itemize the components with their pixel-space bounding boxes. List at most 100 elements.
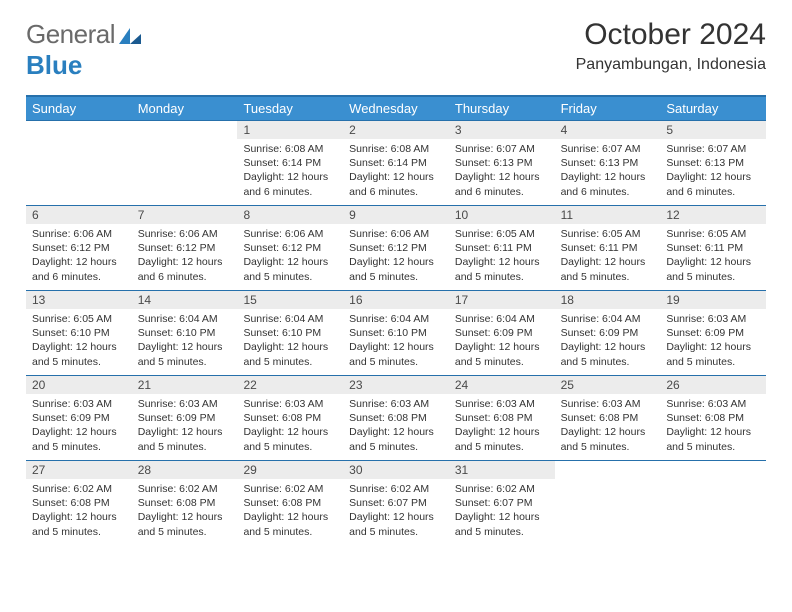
calendar-cell: 25Sunrise: 6:03 AMSunset: 6:08 PMDayligh…: [555, 376, 661, 460]
calendar-cell: 16Sunrise: 6:04 AMSunset: 6:10 PMDayligh…: [343, 291, 449, 375]
sunset-text: Sunset: 6:12 PM: [349, 241, 443, 255]
day-number: 3: [449, 121, 555, 139]
day-info: Sunrise: 6:07 AMSunset: 6:13 PMDaylight:…: [449, 139, 555, 199]
day-info: Sunrise: 6:07 AMSunset: 6:13 PMDaylight:…: [555, 139, 661, 199]
daylight-text: Daylight: 12 hours and 5 minutes.: [138, 425, 232, 453]
day-header: Sunday: [26, 97, 132, 120]
sunrise-text: Sunrise: 6:03 AM: [455, 397, 549, 411]
day-number: 15: [237, 291, 343, 309]
day-info: Sunrise: 6:02 AMSunset: 6:08 PMDaylight:…: [237, 479, 343, 539]
sunset-text: Sunset: 6:10 PM: [32, 326, 126, 340]
day-number: 18: [555, 291, 661, 309]
sunset-text: Sunset: 6:11 PM: [561, 241, 655, 255]
calendar-cell: 17Sunrise: 6:04 AMSunset: 6:09 PMDayligh…: [449, 291, 555, 375]
day-info: Sunrise: 6:05 AMSunset: 6:10 PMDaylight:…: [26, 309, 132, 369]
sunrise-text: Sunrise: 6:02 AM: [243, 482, 337, 496]
sunset-text: Sunset: 6:08 PM: [349, 411, 443, 425]
calendar-cell: 11Sunrise: 6:05 AMSunset: 6:11 PMDayligh…: [555, 206, 661, 290]
day-info: Sunrise: 6:06 AMSunset: 6:12 PMDaylight:…: [132, 224, 238, 284]
sunrise-text: Sunrise: 6:04 AM: [455, 312, 549, 326]
sunrise-text: Sunrise: 6:02 AM: [349, 482, 443, 496]
day-number: 19: [660, 291, 766, 309]
calendar-cell: 29Sunrise: 6:02 AMSunset: 6:08 PMDayligh…: [237, 461, 343, 545]
day-number: 5: [660, 121, 766, 139]
day-number: 26: [660, 376, 766, 394]
calendar-cell: 30Sunrise: 6:02 AMSunset: 6:07 PMDayligh…: [343, 461, 449, 545]
daylight-text: Daylight: 12 hours and 5 minutes.: [243, 425, 337, 453]
calendar-cell: 22Sunrise: 6:03 AMSunset: 6:08 PMDayligh…: [237, 376, 343, 460]
day-header: Friday: [555, 97, 661, 120]
sunrise-text: Sunrise: 6:03 AM: [138, 397, 232, 411]
calendar-cell: 20Sunrise: 6:03 AMSunset: 6:09 PMDayligh…: [26, 376, 132, 460]
calendar-cell: 15Sunrise: 6:04 AMSunset: 6:10 PMDayligh…: [237, 291, 343, 375]
day-number: 7: [132, 206, 238, 224]
calendar-cell: 3Sunrise: 6:07 AMSunset: 6:13 PMDaylight…: [449, 121, 555, 205]
calendar-cell: 23Sunrise: 6:03 AMSunset: 6:08 PMDayligh…: [343, 376, 449, 460]
sunset-text: Sunset: 6:11 PM: [455, 241, 549, 255]
calendar-cell: 2Sunrise: 6:08 AMSunset: 6:14 PMDaylight…: [343, 121, 449, 205]
day-number: 24: [449, 376, 555, 394]
sunrise-text: Sunrise: 6:06 AM: [243, 227, 337, 241]
day-info: Sunrise: 6:06 AMSunset: 6:12 PMDaylight:…: [237, 224, 343, 284]
day-info: Sunrise: 6:03 AMSunset: 6:09 PMDaylight:…: [132, 394, 238, 454]
page-title: October 2024: [576, 18, 766, 52]
sunrise-text: Sunrise: 6:05 AM: [561, 227, 655, 241]
sunset-text: Sunset: 6:14 PM: [349, 156, 443, 170]
calendar-week: 20Sunrise: 6:03 AMSunset: 6:09 PMDayligh…: [26, 375, 766, 460]
day-info: Sunrise: 6:03 AMSunset: 6:09 PMDaylight:…: [26, 394, 132, 454]
calendar-cell: 26Sunrise: 6:03 AMSunset: 6:08 PMDayligh…: [660, 376, 766, 460]
day-info: Sunrise: 6:05 AMSunset: 6:11 PMDaylight:…: [555, 224, 661, 284]
calendar-cell: 19Sunrise: 6:03 AMSunset: 6:09 PMDayligh…: [660, 291, 766, 375]
calendar-cell: 4Sunrise: 6:07 AMSunset: 6:13 PMDaylight…: [555, 121, 661, 205]
logo-mark-icon: [119, 20, 141, 51]
daylight-text: Daylight: 12 hours and 5 minutes.: [243, 510, 337, 538]
calendar-cell: .: [555, 461, 661, 545]
sunset-text: Sunset: 6:07 PM: [455, 496, 549, 510]
daylight-text: Daylight: 12 hours and 5 minutes.: [455, 340, 549, 368]
sunset-text: Sunset: 6:11 PM: [666, 241, 760, 255]
sunrise-text: Sunrise: 6:03 AM: [666, 312, 760, 326]
calendar: Sunday Monday Tuesday Wednesday Thursday…: [26, 95, 766, 545]
day-header-row: Sunday Monday Tuesday Wednesday Thursday…: [26, 97, 766, 120]
sunset-text: Sunset: 6:09 PM: [138, 411, 232, 425]
calendar-cell: .: [660, 461, 766, 545]
day-number: 11: [555, 206, 661, 224]
day-number: 22: [237, 376, 343, 394]
calendar-week: ..1Sunrise: 6:08 AMSunset: 6:14 PMDaylig…: [26, 120, 766, 205]
day-info: Sunrise: 6:05 AMSunset: 6:11 PMDaylight:…: [449, 224, 555, 284]
day-header: Wednesday: [343, 97, 449, 120]
day-number: 27: [26, 461, 132, 479]
day-info: Sunrise: 6:04 AMSunset: 6:09 PMDaylight:…: [555, 309, 661, 369]
sunrise-text: Sunrise: 6:06 AM: [32, 227, 126, 241]
calendar-cell: 28Sunrise: 6:02 AMSunset: 6:08 PMDayligh…: [132, 461, 238, 545]
sunrise-text: Sunrise: 6:03 AM: [666, 397, 760, 411]
sunset-text: Sunset: 6:08 PM: [561, 411, 655, 425]
sunset-text: Sunset: 6:08 PM: [243, 496, 337, 510]
calendar-cell: 7Sunrise: 6:06 AMSunset: 6:12 PMDaylight…: [132, 206, 238, 290]
day-info: Sunrise: 6:03 AMSunset: 6:08 PMDaylight:…: [237, 394, 343, 454]
day-number: 8: [237, 206, 343, 224]
calendar-week: 27Sunrise: 6:02 AMSunset: 6:08 PMDayligh…: [26, 460, 766, 545]
sunset-text: Sunset: 6:10 PM: [349, 326, 443, 340]
daylight-text: Daylight: 12 hours and 5 minutes.: [32, 340, 126, 368]
calendar-cell: .: [26, 121, 132, 205]
day-info: Sunrise: 6:08 AMSunset: 6:14 PMDaylight:…: [237, 139, 343, 199]
sunset-text: Sunset: 6:09 PM: [455, 326, 549, 340]
sunrise-text: Sunrise: 6:05 AM: [32, 312, 126, 326]
calendar-cell: 8Sunrise: 6:06 AMSunset: 6:12 PMDaylight…: [237, 206, 343, 290]
logo: General: [26, 18, 141, 51]
day-number: 23: [343, 376, 449, 394]
calendar-cell: 12Sunrise: 6:05 AMSunset: 6:11 PMDayligh…: [660, 206, 766, 290]
sunrise-text: Sunrise: 6:07 AM: [455, 142, 549, 156]
day-info: Sunrise: 6:03 AMSunset: 6:08 PMDaylight:…: [449, 394, 555, 454]
sunrise-text: Sunrise: 6:03 AM: [243, 397, 337, 411]
calendar-cell: 27Sunrise: 6:02 AMSunset: 6:08 PMDayligh…: [26, 461, 132, 545]
calendar-cell: 1Sunrise: 6:08 AMSunset: 6:14 PMDaylight…: [237, 121, 343, 205]
daylight-text: Daylight: 12 hours and 6 minutes.: [243, 170, 337, 198]
day-header: Monday: [132, 97, 238, 120]
day-header: Saturday: [660, 97, 766, 120]
sunset-text: Sunset: 6:09 PM: [561, 326, 655, 340]
sunset-text: Sunset: 6:13 PM: [455, 156, 549, 170]
day-info: Sunrise: 6:02 AMSunset: 6:08 PMDaylight:…: [132, 479, 238, 539]
daylight-text: Daylight: 12 hours and 5 minutes.: [455, 425, 549, 453]
